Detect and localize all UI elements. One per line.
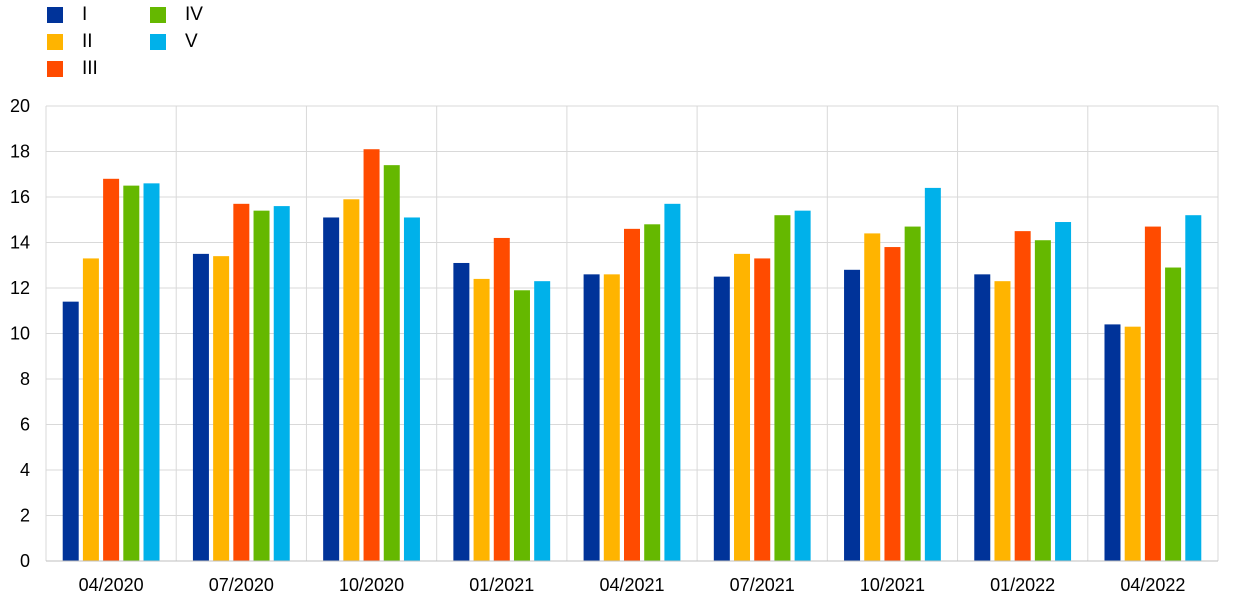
y-tick-label: 12 [10,278,30,298]
bar-i-01-2022 [974,274,991,561]
bar-i-07-2020 [192,253,209,561]
legend-label: II [82,31,93,52]
bar-iv-04-2020 [123,185,140,561]
bar-v-04-2021 [664,203,681,561]
y-tick-label: 16 [10,187,30,207]
bar-iv-04-2022 [1165,267,1182,561]
x-tick-label: 04/2022 [1120,575,1185,595]
legend-item-iv: IV [150,2,203,28]
bar-iii-10-2021 [884,247,901,562]
legend-swatch [47,7,63,23]
bar-v-07-2021 [794,210,811,561]
bar-iv-10-2020 [383,165,400,561]
bar-ii-07-2021 [734,253,751,561]
bar-i-10-2020 [323,217,340,561]
bar-i-04-2022 [1104,324,1121,561]
bar-v-07-2020 [273,206,290,561]
bar-iv-07-2021 [774,215,791,561]
bar-v-01-2022 [1055,222,1072,561]
legend-label: IV [185,4,203,25]
bar-v-10-2021 [924,187,941,561]
bar-iii-07-2021 [754,258,771,561]
bar-iii-01-2021 [493,237,510,561]
bar-iii-04-2020 [103,178,120,562]
bar-iii-10-2020 [363,149,380,561]
bar-ii-10-2021 [864,233,881,561]
legend-item-v: V [150,29,198,55]
y-tick-label: 20 [10,96,30,116]
legend-item-i: I [47,2,87,28]
x-tick-label: 10/2020 [339,575,404,595]
x-tick-label: 10/2021 [860,575,925,595]
x-tick-label: 01/2021 [469,575,534,595]
legend-item-ii: II [47,29,93,55]
bar-iv-07-2020 [253,210,270,561]
bar-v-01-2021 [534,281,551,561]
legend-swatch [150,34,166,50]
bar-ii-04-2020 [82,258,99,561]
legend-swatch [47,34,63,50]
legend-label: III [82,58,98,79]
bar-iii-04-2021 [624,228,640,561]
bar-iv-04-2021 [644,224,661,562]
bar-ii-07-2020 [213,256,230,561]
y-tick-label: 0 [20,551,30,571]
bar-iv-01-2021 [513,290,530,561]
bar-i-10-2021 [844,269,861,561]
y-tick-label: 10 [10,324,30,344]
bar-i-01-2021 [453,262,470,561]
x-tick-label: 04/2020 [79,575,144,595]
y-tick-label: 4 [20,460,30,480]
bar-i-04-2021 [583,274,600,561]
legend-label: I [82,4,88,25]
bar-iv-01-2022 [1034,240,1051,561]
bar-ii-01-2022 [994,281,1011,561]
bar-iii-04-2022 [1144,226,1161,561]
bar-ii-04-2022 [1124,326,1141,561]
x-tick-label: 04/2021 [599,575,664,595]
y-tick-label: 8 [20,369,30,389]
x-tick-label: 07/2020 [209,575,274,595]
legend-label: V [185,31,198,52]
bar-iii-01-2022 [1014,231,1031,561]
bar-v-10-2020 [403,217,420,561]
bar-v-04-2022 [1185,215,1202,561]
bar-v-04-2020 [143,183,160,561]
y-tick-label: 2 [20,506,30,526]
legend-swatch [150,7,166,23]
bar-i-04-2020 [62,301,79,561]
bar-i-07-2021 [713,276,730,561]
legend-item-iii: III [47,56,98,82]
bar-ii-01-2021 [473,278,490,561]
bar-ii-10-2020 [343,199,360,561]
legend-swatch [47,61,63,77]
chart-legend: I II III IV V [47,2,307,82]
y-tick-label: 14 [10,233,30,253]
y-tick-label: 6 [20,415,30,435]
bar-ii-04-2021 [603,274,620,561]
bar-iv-10-2021 [904,226,921,561]
x-tick-label: 01/2022 [990,575,1055,595]
y-tick-label: 18 [10,142,30,162]
x-tick-label: 07/2021 [730,575,795,595]
bar-iii-07-2020 [233,203,250,561]
